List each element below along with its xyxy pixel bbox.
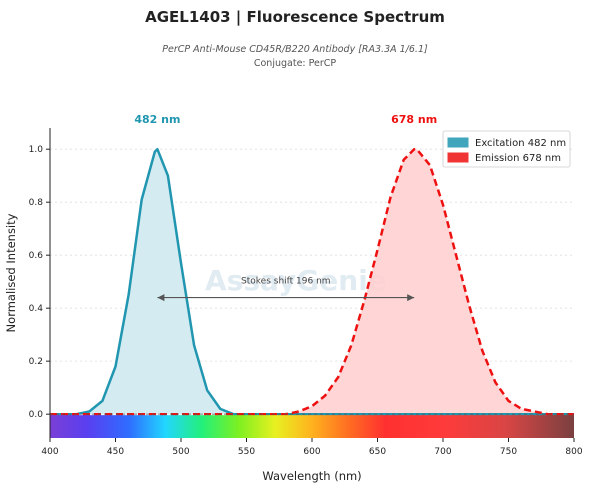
- x-tick-label: 800: [565, 447, 582, 457]
- tick-labels: 0.0 0.2 0.4 0.6 0.8 1.0 400 450 500 550 600 650 700 7…: [29, 145, 583, 457]
- x-tick-label: 450: [107, 447, 124, 457]
- stokes-arrow-head-right: [407, 294, 415, 302]
- y-tick-label: 1.0: [29, 145, 44, 155]
- legend-entry: Emission 678 nm: [475, 153, 561, 164]
- x-tick-label: 550: [238, 447, 255, 457]
- stokes-annotation: Stokes shift 196 nm: [157, 277, 415, 302]
- x-tick-label: 750: [500, 447, 517, 457]
- legend-box: [442, 130, 571, 168]
- x-tick-label: 400: [41, 447, 58, 457]
- y-tick-label: 0.2: [29, 357, 43, 367]
- x-tick-label: 650: [369, 447, 386, 457]
- x-axis-label: Wavelength (nm): [262, 469, 361, 483]
- x-tick-label: 600: [303, 447, 320, 457]
- spectrum-colorbar: [50, 415, 574, 438]
- chart-title: AGEL1403 | Fluorescence Spectrum: [145, 8, 445, 26]
- y-tick-label: 0.8: [29, 198, 44, 208]
- y-axis-label: Normalised Intensity: [4, 213, 18, 332]
- stokes-arrow-head-left: [157, 294, 165, 302]
- axes: [49, 128, 574, 438]
- series-fill-emission: [50, 149, 574, 415]
- legend-entry: Excitation 482 nm: [475, 138, 566, 149]
- legend-swatch: [447, 152, 469, 163]
- y-tick-label: 0.4: [29, 304, 44, 314]
- y-tick-label: 0.0: [29, 410, 44, 420]
- x-tick-label: 700: [434, 447, 451, 457]
- conjugate-label: Conjugate: PerCP: [253, 58, 337, 69]
- peak-label: 678 nm: [391, 113, 437, 126]
- legend: Excitation 482 nm Emission 678 nm: [442, 130, 571, 168]
- chart-subtitle: PerCP Anti-Mouse CD45R/B220 Antibody [RA…: [162, 44, 428, 55]
- series-fills: [50, 149, 574, 415]
- y-tick-label: 0.6: [29, 251, 44, 261]
- x-tick-label: 500: [172, 447, 189, 457]
- peak-labels: 482 nm 678 nm: [134, 113, 437, 126]
- series-fill-excitation: [50, 149, 574, 415]
- stokes-shift-label: Stokes shift 196 nm: [241, 277, 331, 287]
- peak-label: 482 nm: [134, 113, 180, 126]
- legend-swatch: [447, 137, 469, 148]
- watermark-text: AssayGenie: [205, 264, 387, 297]
